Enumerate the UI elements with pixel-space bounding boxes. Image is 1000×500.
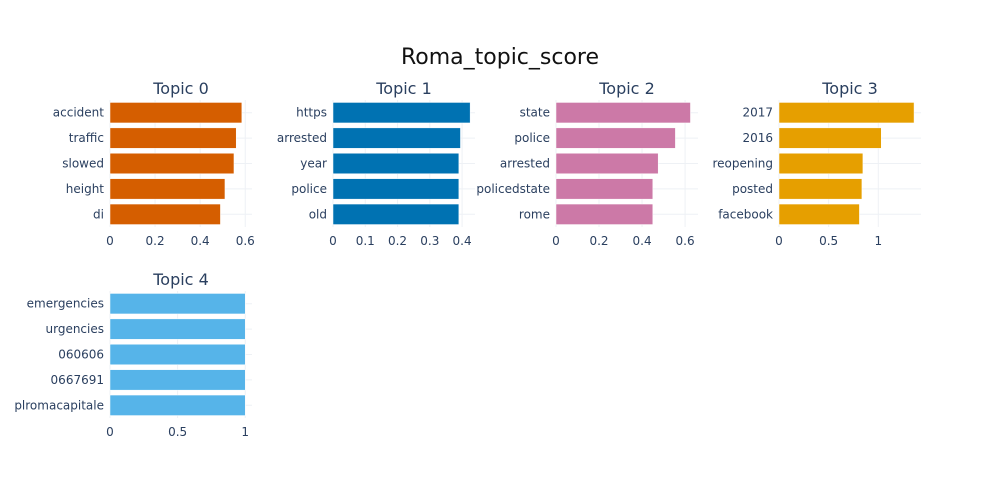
x-tick-label: 0.1 [356, 234, 375, 248]
category-label: accident [53, 106, 104, 120]
category-label: facebook [718, 207, 773, 221]
x-tick-label: 0.3 [420, 234, 439, 248]
bar [109, 153, 235, 174]
x-tick-label: 0.2 [146, 234, 165, 248]
bar [555, 102, 691, 124]
bar [109, 344, 246, 365]
category-label: 0667691 [51, 373, 104, 387]
bar [109, 293, 246, 315]
x-tick-label: 0.2 [388, 234, 407, 248]
x-tick-label: 0 [775, 234, 783, 248]
category-label: state [520, 106, 550, 120]
category-label: emergencies [27, 297, 104, 311]
category-label: 060606 [58, 348, 104, 362]
x-tick-label: 0 [106, 234, 114, 248]
x-tick-label: 0.5 [168, 425, 187, 439]
category-label: traffic [69, 131, 104, 145]
bar [109, 127, 237, 149]
bar [778, 178, 863, 200]
bar [332, 178, 460, 200]
bar [555, 127, 676, 149]
bar [778, 153, 864, 174]
bar [332, 203, 460, 225]
subplot-title: Topic 1 [375, 79, 432, 98]
subplot-title: Topic 0 [152, 79, 209, 98]
category-label: https [296, 106, 327, 120]
category-label: di [93, 207, 104, 221]
subplot-title: Topic 3 [821, 79, 878, 98]
bar [109, 369, 246, 391]
x-tick-label: 1 [241, 425, 249, 439]
x-tick-label: 0 [329, 234, 337, 248]
subplot-title: Topic 2 [598, 79, 655, 98]
x-tick-label: 0.4 [191, 234, 210, 248]
subplot-topic-0: Topic 0 accident traffic slowed height di0 0.2… [53, 79, 255, 248]
category-label: slowed [62, 157, 104, 171]
category-label: police [514, 131, 550, 145]
subplot-topic-2: Topic 2 state police arrested policedstate ro… [476, 79, 698, 248]
category-label: police [291, 182, 327, 196]
bar [332, 153, 460, 174]
category-label: urgencies [46, 322, 105, 336]
bar [778, 127, 882, 149]
subplot-title: Topic 4 [152, 270, 209, 289]
bar [555, 178, 654, 200]
bar [109, 203, 221, 225]
x-tick-label: 0.6 [236, 234, 255, 248]
category-label: old [309, 207, 327, 221]
category-label: plromacapitale [14, 398, 104, 412]
bar [332, 102, 471, 124]
x-tick-label: 0.2 [589, 234, 608, 248]
bar [555, 153, 659, 174]
x-tick-label: 0.6 [676, 234, 695, 248]
category-label: posted [732, 182, 773, 196]
x-tick-label: 0.5 [819, 234, 838, 248]
x-tick-label: 0.4 [453, 234, 472, 248]
bar [778, 203, 860, 225]
bar [778, 102, 915, 124]
bar [109, 318, 246, 340]
bar [109, 394, 246, 416]
chart-title: Roma_topic_score [401, 45, 599, 70]
category-label: year [300, 157, 327, 171]
category-label: rome [519, 207, 550, 221]
subplot-topic-4: Topic 4 emergencies urgencies 060606 0667691… [14, 270, 252, 439]
category-label: policedstate [476, 182, 550, 196]
x-tick-label: 0 [106, 425, 114, 439]
x-tick-label: 0.4 [633, 234, 652, 248]
bar [109, 102, 243, 124]
category-label: arrested [500, 157, 550, 171]
x-tick-label: 0 [552, 234, 560, 248]
category-label: 2017 [742, 106, 773, 120]
bar [109, 178, 226, 200]
category-label: reopening [712, 157, 773, 171]
category-label: height [66, 182, 105, 196]
category-label: arrested [277, 131, 327, 145]
x-tick-label: 1 [874, 234, 882, 248]
bar [332, 127, 461, 149]
category-label: 2016 [742, 131, 773, 145]
bar [555, 203, 654, 225]
